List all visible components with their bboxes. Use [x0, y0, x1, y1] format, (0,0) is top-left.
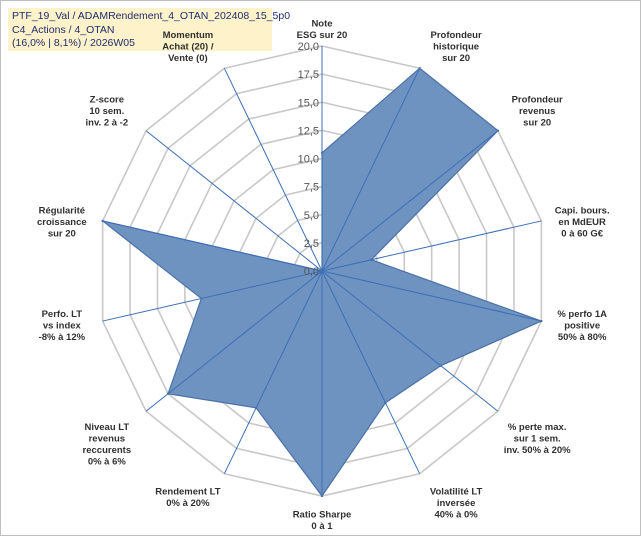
tick-label-4: 10,0 — [298, 154, 319, 166]
data-point-11 — [101, 219, 104, 223]
spoke-12 — [145, 130, 323, 272]
spoke-9 — [145, 270, 323, 412]
data-point-7 — [320, 494, 324, 498]
axis-label-1: Profondeur historique sur 20 — [430, 30, 481, 64]
data-point-5 — [439, 364, 442, 367]
axis-label-0: Note ESG sur 20 — [297, 19, 348, 42]
data-point-8 — [254, 406, 258, 410]
tick-label-2: 5,0 — [304, 210, 319, 222]
spoke-13 — [223, 68, 323, 272]
portfolio-name: PTF_19_Val / ADAMRendement_4_OTAN_202408… — [12, 10, 291, 22]
spoke-11 — [102, 220, 323, 272]
axis-label-4: % perfo 1A positive 50% à 80% — [557, 309, 607, 343]
tick-label-6: 15,0 — [298, 97, 319, 109]
tick-label-7: 17,5 — [298, 69, 319, 81]
axis-label-13: Momentum Achat (20) / Vente (0) — [162, 30, 214, 64]
portfolio-stats: (16,0% | 8,1%) / 2026W05 — [12, 37, 135, 49]
spoke-1 — [321, 68, 421, 272]
data-point-10 — [200, 297, 203, 300]
spoke-5 — [321, 270, 499, 412]
tick-label-1: 2,5 — [304, 238, 319, 250]
axis-label-11: Régularité croissance sur 20 — [37, 205, 87, 239]
axis-label-2: Profondeur revenus sur 20 — [512, 95, 563, 129]
data-point-4 — [540, 319, 543, 323]
spoke-10 — [102, 270, 323, 322]
spoke-4 — [321, 270, 542, 322]
tick-label-3: 7,5 — [304, 182, 319, 194]
data-point-9 — [166, 392, 170, 395]
axis-label-3: Capi. bours. en MdEUR 0 à 60 G€ — [555, 205, 610, 239]
axis-label-10: Perfo. LT vs index -8% à 12% — [39, 309, 86, 343]
data-point-0 — [320, 151, 324, 155]
data-point-1 — [418, 67, 421, 70]
axis-label-12: Z-score 10 sem. inv. 2 à -2 — [86, 95, 129, 129]
axis-label-7: Ratio Sharpe 0 à 1 — [293, 510, 352, 533]
data-point-13 — [320, 269, 324, 273]
data-point-3 — [370, 258, 373, 261]
axis-label-6: Volatilité LT inversée 40% à 0% — [430, 486, 483, 520]
portfolio-category: C4_Actions / 4_OTAN — [12, 23, 115, 36]
data-point-2 — [496, 129, 500, 132]
spoke-3 — [321, 220, 542, 272]
spoke-6 — [321, 270, 421, 474]
tick-label-0: 0,0 — [304, 266, 319, 278]
spoke-8 — [223, 270, 323, 474]
tick-label-5: 12,5 — [298, 125, 319, 137]
data-point-6 — [384, 401, 387, 404]
axis-label-8: Rendement LT 0% à 20% — [155, 486, 220, 509]
spoke-2 — [321, 130, 499, 272]
axis-label-9: Niveau LT revenus reccurents 0% à 6% — [83, 422, 132, 468]
tick-label-8: 20,0 — [298, 41, 319, 53]
axis-label-5: % perte max. sur 1 sem. inv. 50% à 20% — [504, 422, 571, 456]
portfolio-info-box: PTF_19_Val / ADAMRendement_4_OTAN_202408… — [8, 8, 291, 51]
